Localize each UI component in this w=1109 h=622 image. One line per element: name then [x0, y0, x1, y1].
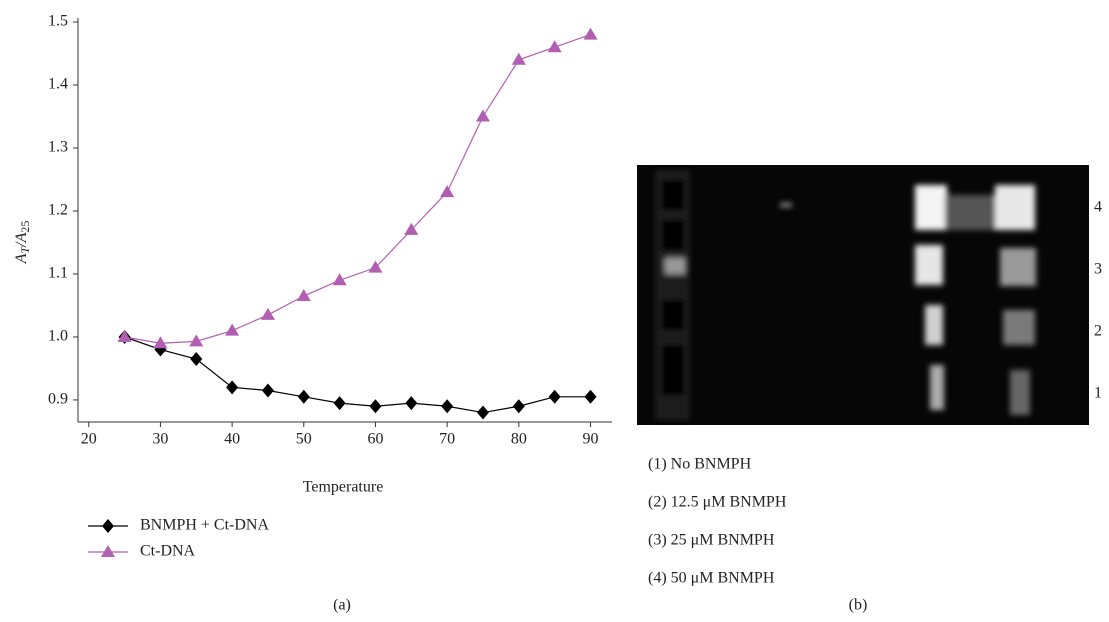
ladder-band: [665, 258, 685, 274]
lane-label: 2: [1094, 323, 1102, 340]
ladder-gap: [662, 300, 684, 330]
ladder-gap: [662, 345, 684, 395]
panel-label: (a): [333, 597, 351, 614]
lane-label: 4: [1094, 199, 1102, 216]
diamond-marker: [513, 399, 525, 413]
x-tick-label: 40: [224, 431, 240, 448]
band: [915, 185, 947, 230]
gel-legend-item: (4) 50 μM BNMPH: [648, 570, 775, 587]
triangle-marker: [583, 28, 597, 40]
triangle-marker: [261, 308, 275, 320]
triangle-marker: [297, 289, 311, 301]
x-tick-label: 20: [81, 431, 97, 448]
diamond-marker: [441, 399, 453, 413]
gel-legend-item: (2) 12.5 μM BNMPH: [648, 494, 787, 511]
label-part: A: [13, 253, 30, 264]
y-tick-label: 1.3: [48, 139, 68, 156]
diamond-marker: [477, 406, 489, 420]
y-axis-label: AT/A25: [13, 221, 32, 265]
band: [925, 305, 943, 345]
x-tick-label: 60: [367, 431, 383, 448]
diamond-marker: [549, 390, 561, 404]
band: [915, 245, 943, 285]
label-part: 25: [18, 221, 32, 233]
diamond-marker: [369, 399, 381, 413]
band: [1003, 310, 1035, 345]
diamond-marker: [584, 390, 596, 404]
triangle-marker: [548, 40, 562, 52]
gel-image: [637, 165, 1089, 425]
legend-label: BNMPH + Ct-DNA: [140, 517, 269, 534]
series-line: [125, 35, 591, 344]
diamond-marker: [334, 396, 346, 410]
smear: [945, 195, 995, 230]
x-tick-label: 70: [439, 431, 455, 448]
band: [1010, 370, 1030, 415]
y-tick-label: 1.4: [48, 76, 68, 93]
diamond-marker: [405, 396, 417, 410]
label-part: /A: [13, 232, 30, 247]
y-tick-label: 1.5: [48, 13, 68, 30]
triangle-marker: [512, 53, 526, 65]
x-axis-label: Temperature: [303, 479, 384, 496]
band: [995, 185, 1035, 230]
diamond-marker: [226, 380, 238, 394]
triangle-marker: [225, 324, 239, 336]
x-tick-label: 80: [511, 431, 527, 448]
legend-label: Ct-DNA: [140, 543, 196, 560]
y-tick-label: 0.9: [48, 391, 68, 408]
diamond-marker: [262, 384, 274, 398]
x-tick-label: 90: [582, 431, 598, 448]
speck: [780, 203, 792, 207]
ladder-gap: [662, 180, 684, 210]
x-tick-label: 50: [296, 431, 312, 448]
triangle-marker: [440, 185, 454, 197]
triangle-marker: [101, 545, 115, 557]
triangle-marker: [333, 273, 347, 285]
diamond-marker: [190, 352, 202, 366]
triangle-marker: [476, 109, 490, 121]
lane-label: 3: [1094, 261, 1102, 278]
diamond-marker: [298, 390, 310, 404]
band: [930, 365, 944, 410]
figure: AT/A25 Temperature (a) (b) 0.91.01.11.21…: [0, 0, 1109, 622]
gel-legend-item: (3) 25 μM BNMPH: [648, 532, 775, 549]
diamond-marker: [102, 519, 114, 533]
ladder-gap: [662, 220, 684, 250]
y-tick-label: 1.0: [48, 328, 68, 345]
gel-legend-item: (1) No BNMPH: [648, 456, 752, 473]
y-tick-label: 1.1: [48, 265, 68, 282]
panel-label: (b): [849, 597, 868, 614]
page: AT/A25 Temperature (a) (b) 0.91.01.11.21…: [0, 0, 1109, 622]
x-tick-label: 30: [152, 431, 168, 448]
y-tick-label: 1.2: [48, 202, 68, 219]
band: [1000, 248, 1036, 286]
series-line: [125, 337, 591, 413]
lane-label: 1: [1094, 385, 1102, 402]
